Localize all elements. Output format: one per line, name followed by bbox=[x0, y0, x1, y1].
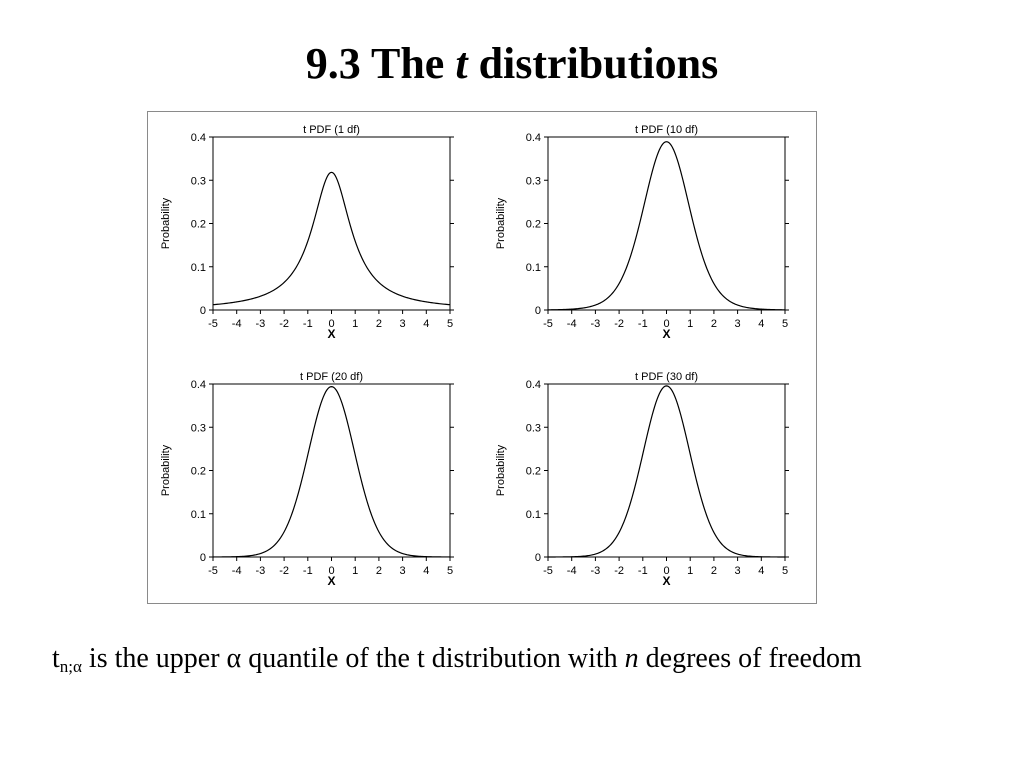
plot-frame bbox=[212, 136, 451, 311]
y-tick-label: 0.4 bbox=[191, 379, 206, 391]
x-tick-label: 4 bbox=[758, 318, 764, 330]
x-tick-label: 0 bbox=[663, 565, 669, 577]
x-tick-label: 4 bbox=[758, 565, 764, 577]
chart-title: t PDF (1 df) bbox=[303, 124, 360, 136]
x-tick-label: -3 bbox=[256, 318, 266, 330]
y-axis-label: Probability bbox=[495, 444, 507, 496]
y-tick-label: 0.1 bbox=[191, 262, 206, 274]
caption-subscript: n;α bbox=[59, 657, 82, 676]
y-tick-label: 0.1 bbox=[526, 262, 541, 274]
plot-frame bbox=[547, 383, 786, 558]
x-tick-label: 2 bbox=[711, 565, 717, 577]
x-tick-label: -3 bbox=[256, 565, 266, 577]
x-tick-label: 3 bbox=[400, 318, 406, 330]
density-curve bbox=[212, 171, 451, 306]
y-tick-label: 0.4 bbox=[526, 132, 541, 144]
x-tick-label: -5 bbox=[208, 565, 218, 577]
y-tick-label: 0.4 bbox=[191, 132, 206, 144]
x-tick-label: 5 bbox=[447, 565, 453, 577]
x-tick-label: 2 bbox=[376, 565, 382, 577]
y-tick-label: 0.2 bbox=[191, 466, 206, 478]
y-tick-label: 0.2 bbox=[526, 219, 541, 231]
x-tick-label: 1 bbox=[687, 318, 693, 330]
y-tick-label: 0.3 bbox=[191, 422, 206, 434]
slide-title-suffix: distributions bbox=[478, 39, 719, 88]
y-tick-label: 0 bbox=[535, 305, 541, 317]
x-tick-label: -1 bbox=[638, 318, 648, 330]
y-tick-label: 0.1 bbox=[526, 509, 541, 521]
x-tick-label: -5 bbox=[543, 318, 553, 330]
caption-t: t bbox=[52, 643, 60, 674]
x-tick-label: 2 bbox=[711, 318, 717, 330]
y-axis-label: Probability bbox=[495, 197, 507, 249]
x-tick-label: -1 bbox=[303, 318, 313, 330]
y-tick-label: 0.2 bbox=[526, 466, 541, 478]
y-tick-label: 0.2 bbox=[191, 219, 206, 231]
chart-title: t PDF (30 df) bbox=[635, 371, 698, 383]
y-tick-label: 0.4 bbox=[526, 379, 541, 391]
x-tick-label: -2 bbox=[614, 565, 624, 577]
y-tick-label: 0.1 bbox=[191, 509, 206, 521]
x-tick-label: 5 bbox=[447, 318, 453, 330]
plot-frame bbox=[547, 136, 786, 311]
y-tick-label: 0 bbox=[200, 305, 206, 317]
density-curve bbox=[212, 385, 451, 558]
y-tick-label: 0 bbox=[200, 552, 206, 564]
x-tick-label: 5 bbox=[782, 565, 788, 577]
x-tick-label: -1 bbox=[303, 565, 313, 577]
x-axis-label: X bbox=[662, 327, 670, 341]
x-tick-label: -5 bbox=[543, 565, 553, 577]
x-tick-label: -2 bbox=[279, 565, 289, 577]
caption-part2: degrees of freedom bbox=[645, 643, 862, 674]
caption-n: n bbox=[624, 643, 639, 674]
charts-svg: t PDF (1 df) 0 0.1 0.2 0.3 0.4 -5 -4 -3 -2 -1 0 1 2 3 4… bbox=[160, 124, 789, 588]
x-tick-label: 4 bbox=[423, 318, 429, 330]
x-tick-label: -5 bbox=[208, 318, 218, 330]
y-tick-label: 0.3 bbox=[526, 175, 541, 187]
y-tick-label: 0 bbox=[535, 552, 541, 564]
x-tick-label: 4 bbox=[423, 565, 429, 577]
x-tick-label: 3 bbox=[735, 318, 741, 330]
chart-title: t PDF (10 df) bbox=[635, 124, 698, 136]
x-tick-label: -3 bbox=[591, 318, 601, 330]
x-tick-label: -2 bbox=[614, 318, 624, 330]
slide-title: 9.3 The t distributions bbox=[0, 38, 1024, 90]
y-tick-label: 0.3 bbox=[526, 422, 541, 434]
x-tick-label: -4 bbox=[567, 565, 577, 577]
x-tick-label: -3 bbox=[591, 565, 601, 577]
x-tick-label: 3 bbox=[735, 565, 741, 577]
x-tick-label: 0 bbox=[328, 565, 334, 577]
chart-title: t PDF (20 df) bbox=[300, 371, 363, 383]
x-tick-label: -4 bbox=[232, 565, 242, 577]
y-tick-label: 0.3 bbox=[191, 175, 206, 187]
x-tick-label: -1 bbox=[638, 565, 648, 577]
x-tick-label: 3 bbox=[400, 565, 406, 577]
x-axis-label: X bbox=[327, 327, 335, 341]
slide-title-prefix: 9.3 The bbox=[305, 39, 445, 88]
x-tick-label: 1 bbox=[352, 318, 358, 330]
x-tick-label: 2 bbox=[376, 318, 382, 330]
caption: tn;α is the upper α quantile of the t di… bbox=[52, 640, 972, 678]
x-axis-label: X bbox=[662, 574, 670, 588]
chart-figure-panel: t PDF (1 df) 0 0.1 0.2 0.3 0.4 -5 -4 -3 -2 -1 0 1 2 3 4… bbox=[147, 111, 817, 604]
x-tick-label: -2 bbox=[279, 318, 289, 330]
x-tick-label: -4 bbox=[567, 318, 577, 330]
density-curve bbox=[547, 385, 786, 558]
plot-frame bbox=[212, 383, 451, 558]
x-axis-label: X bbox=[327, 574, 335, 588]
caption-part1: is the upper α quantile of the t distrib… bbox=[88, 643, 618, 674]
y-axis-label: Probability bbox=[160, 444, 172, 496]
density-curve bbox=[547, 141, 786, 311]
x-tick-label: 0 bbox=[328, 318, 334, 330]
y-axis-label: Probability bbox=[160, 197, 172, 249]
x-tick-label: 1 bbox=[687, 565, 693, 577]
slide-title-italic: t bbox=[455, 39, 468, 88]
x-tick-label: -4 bbox=[232, 318, 242, 330]
x-tick-label: 1 bbox=[352, 565, 358, 577]
x-tick-label: 5 bbox=[782, 318, 788, 330]
x-tick-label: 0 bbox=[663, 318, 669, 330]
